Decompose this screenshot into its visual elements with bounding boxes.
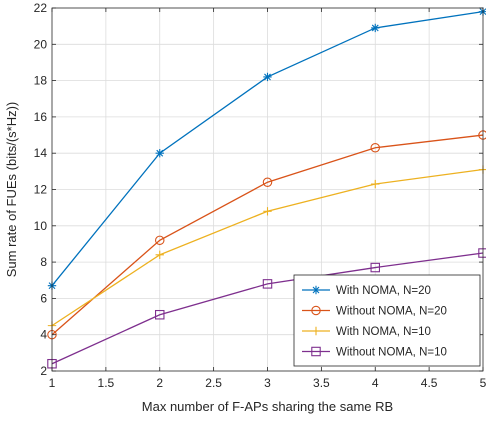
circle-marker <box>262 177 273 187</box>
x-tick-label: 1.5 <box>98 376 115 390</box>
square-marker <box>262 279 273 289</box>
data-point <box>263 207 272 216</box>
x-axis-label: Max number of F-APs sharing the same RB <box>142 399 393 414</box>
circle-marker <box>370 143 380 153</box>
legend-label: Without NOMA, N=10 <box>336 347 447 359</box>
y-tick-label: 16 <box>34 110 48 124</box>
data-point <box>262 279 273 289</box>
y-tick-label: 4 <box>40 328 47 342</box>
x-tick-label: 2 <box>156 376 163 390</box>
square-marker <box>370 262 380 273</box>
data-point <box>155 235 165 246</box>
legend-item: Without NOMA, N=20 <box>302 306 447 318</box>
x-tick-label: 2.5 <box>205 376 222 390</box>
square-marker <box>155 309 165 320</box>
legend: With NOMA, N=20 Without NOMA, N=20 With NO… <box>293 274 481 367</box>
circle-marker <box>155 235 165 246</box>
y-tick-label: 6 <box>40 291 47 305</box>
y-tick-label: 18 <box>34 74 48 88</box>
plus-marker <box>371 179 380 189</box>
x-tick-label: 3.5 <box>313 376 330 390</box>
legend-item: With NOMA, N=20 <box>302 285 431 297</box>
legend-item: With NOMA, N=10 <box>302 326 431 338</box>
asterisk-marker <box>311 285 321 295</box>
series-layer <box>47 7 486 369</box>
asterisk-marker <box>371 23 380 33</box>
data-point <box>311 285 321 295</box>
data-point <box>263 72 272 82</box>
y-tick-label: 8 <box>40 255 47 269</box>
legend-label: With NOMA, N=10 <box>336 326 431 338</box>
data-point <box>371 179 380 189</box>
circle-marker <box>311 305 321 316</box>
plus-marker <box>311 326 321 336</box>
y-tick-label: 20 <box>34 37 48 51</box>
y-tick-label: 2 <box>40 364 47 378</box>
data-point <box>155 250 164 260</box>
square-marker <box>311 346 321 357</box>
ticks: 1 1.5 2 2.5 3 3.5 4 4.5 5 2 4 6 8 10 12 14 16 18 20 22 <box>34 1 486 390</box>
y-axis-label: Sum rate of FUEs (bits/(s*Hz)) <box>4 102 19 278</box>
plus-marker <box>263 207 272 216</box>
data-point <box>311 326 321 336</box>
plus-marker <box>155 250 164 260</box>
series-line <box>51 252 484 365</box>
x-tick-label: 4.5 <box>421 376 438 390</box>
data-point <box>311 346 321 357</box>
y-tick-label: 22 <box>34 1 48 15</box>
legend-label: Without NOMA, N=20 <box>336 306 447 318</box>
data-point <box>155 149 164 158</box>
series-line <box>51 134 484 336</box>
data-point <box>155 309 165 320</box>
y-tick-label: 10 <box>34 219 48 233</box>
data-point <box>370 262 380 273</box>
x-tick-label: 4 <box>372 376 379 390</box>
legend-label: With NOMA, N=20 <box>336 285 431 297</box>
y-tick-label: 12 <box>34 183 48 197</box>
x-tick-label: 1 <box>49 376 56 390</box>
y-tick-label: 14 <box>34 146 48 160</box>
asterisk-marker <box>155 149 164 158</box>
data-point <box>262 177 273 187</box>
data-point <box>370 143 380 153</box>
x-tick-label: 5 <box>480 376 486 390</box>
data-point <box>371 23 380 33</box>
data-point <box>311 305 321 316</box>
legend-item: Without NOMA, N=10 <box>302 347 447 359</box>
x-tick-label: 3 <box>264 376 271 390</box>
asterisk-marker <box>263 72 272 82</box>
